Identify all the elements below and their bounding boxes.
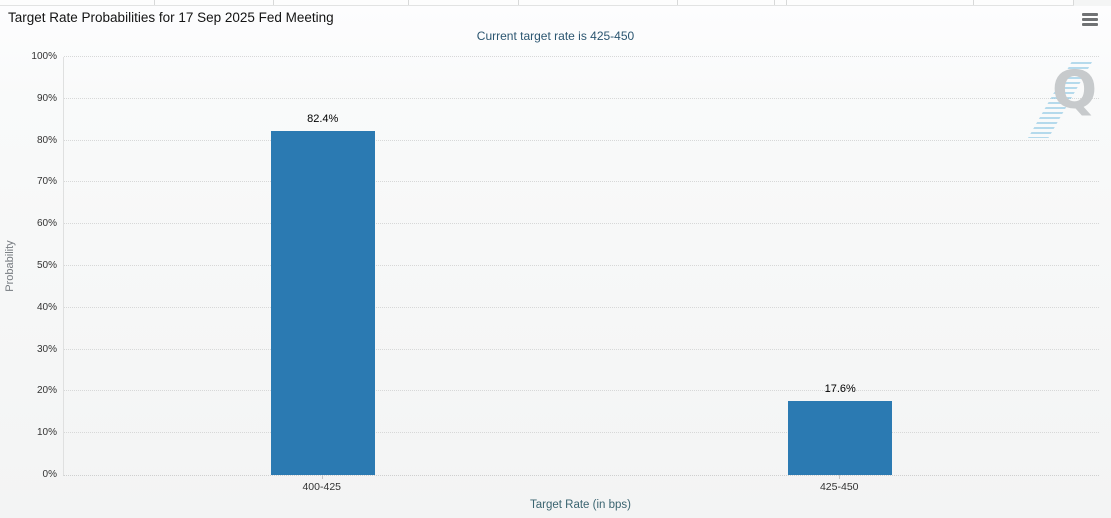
y-tick-label: 60%: [36, 218, 57, 230]
tab-separator: [408, 0, 409, 5]
y-tick-label: 30%: [36, 343, 57, 355]
gridline: [64, 97, 1099, 99]
gridline: [64, 56, 1099, 57]
hamburger-menu-icon: [1082, 18, 1098, 21]
tab-separator: [973, 0, 974, 5]
y-tick-label: 0%: [42, 469, 57, 480]
x-tick: [839, 475, 841, 479]
y-tick-label: 100%: [31, 51, 57, 62]
x-tick-label: 400-425: [302, 481, 342, 493]
tab-separator: [786, 0, 787, 5]
gridline: [64, 265, 1099, 266]
y-axis: 0% 10% 20% 30% 40% 50% 60% 70% 80% 90% 100%: [0, 51, 59, 480]
bar[interactable]: [788, 401, 893, 475]
y-tick-label: 20%: [36, 385, 57, 397]
tab-separator: [677, 0, 678, 5]
gridline: [64, 390, 1099, 392]
gridline: [64, 223, 1099, 225]
gridline: [64, 306, 1099, 308]
gridline: [64, 139, 1099, 141]
x-axis: 400-425 425-450: [63, 475, 1098, 497]
tab-separator: [518, 0, 519, 5]
tab-separator: [1073, 0, 1074, 5]
quikstrike-watermark: Q: [1028, 60, 1108, 142]
chart-title: Target Rate Probabilities for 17 Sep 202…: [8, 10, 334, 25]
gridline: [64, 348, 1099, 350]
hamburger-menu-icon: [1082, 13, 1098, 16]
x-tick: [321, 475, 323, 479]
tab-bar-remnant: [0, 0, 1074, 6]
y-tick-label: 70%: [36, 176, 57, 188]
gridline: [64, 181, 1099, 183]
tab-separator: [273, 0, 274, 5]
y-tick-label: 10%: [36, 427, 57, 439]
q-logo-icon: Q: [1052, 60, 1098, 121]
hamburger-menu-icon: [1082, 23, 1098, 26]
bar-value-label: 17.6%: [824, 383, 856, 396]
y-tick-label: 90%: [36, 92, 57, 104]
y-tick-label: 50%: [36, 260, 57, 271]
tab-separator: [774, 0, 775, 5]
gridline: [64, 432, 1099, 434]
chart-subtitle: Current target rate is 425-450: [476, 29, 635, 43]
chart-context-menu-button[interactable]: [1081, 12, 1102, 30]
tab-separator: [154, 0, 155, 5]
y-tick-label: 40%: [36, 301, 57, 313]
bar-value-label: 82.4%: [307, 112, 339, 125]
x-tick-label: 425-450: [819, 481, 859, 493]
x-axis-title: Target Rate (in bps): [530, 499, 631, 511]
plot-area: 82.4% 17.6%: [63, 56, 1099, 476]
bar[interactable]: [270, 130, 375, 475]
y-tick-label: 80%: [36, 134, 57, 146]
